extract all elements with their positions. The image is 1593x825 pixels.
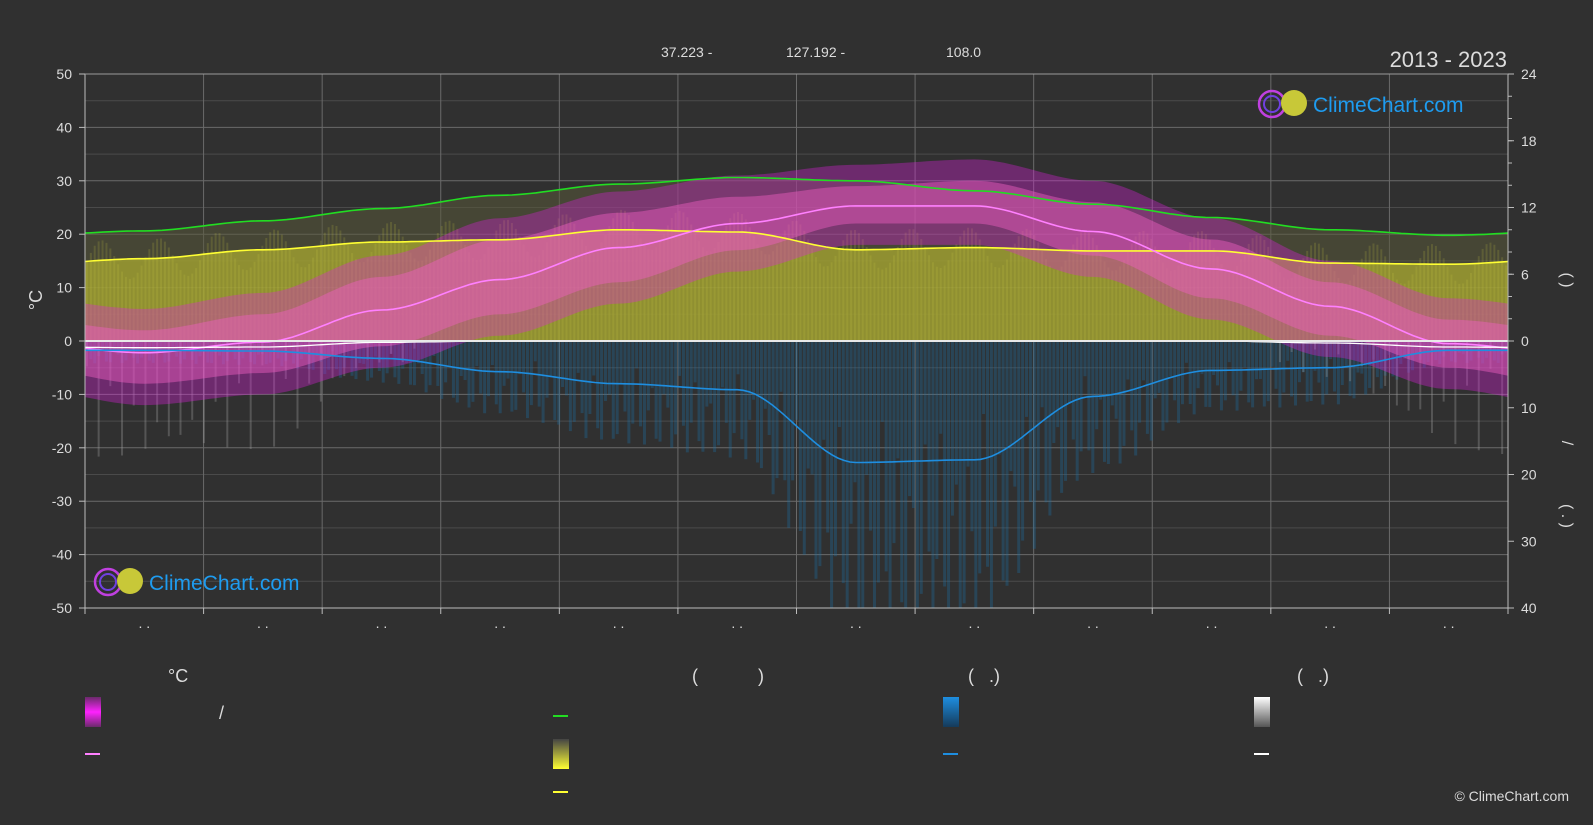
logo-sun-icon [117, 568, 143, 594]
month-tick-label: . . [731, 615, 743, 631]
right-hours-tick-label: 6 [1521, 266, 1529, 282]
left-tick-label: -10 [52, 386, 72, 402]
right-axis-label-top: ( ) [1558, 272, 1575, 287]
month-tick-label: . . [1206, 615, 1218, 631]
month-tick-label: . . [969, 615, 981, 631]
legend-col4-title: ( .) [1297, 666, 1329, 686]
right-hours-tick-label: 18 [1521, 133, 1537, 149]
temp-range-outer [85, 159, 1508, 406]
month-tick-label: . . [257, 615, 269, 631]
legend-col1-title: °C [168, 666, 189, 686]
coord-longitude: 127.192 - [786, 44, 845, 60]
right-precip-tick-label: 10 [1521, 400, 1537, 416]
left-tick-label: 20 [56, 226, 72, 242]
year-range-title: 2013 - 2023 [1390, 47, 1507, 72]
legend-col3-title: ( .) [968, 666, 1000, 686]
left-tick-label: 30 [56, 173, 72, 189]
left-tick-label: -20 [52, 440, 72, 456]
left-tick-label: 0 [64, 333, 72, 349]
elevation-value: 108.0 [946, 44, 981, 60]
month-tick-label: . . [613, 615, 625, 631]
legend-temp-mean-line [85, 753, 100, 755]
right-axis-label-bottom: ( . ) [1558, 504, 1575, 528]
legend-rain-line [943, 753, 958, 755]
legend-rain-swatch [943, 697, 959, 727]
temperature-range-band [85, 159, 1508, 406]
tick-labels: 50 40 30 20 10 0 -10 -20 -30 -40 -50 24 18 12 6 0 10 20 30… [52, 66, 1537, 631]
left-axis-unit: °C [26, 290, 46, 310]
logo-ring-inner-icon [1263, 95, 1281, 113]
copyright: © ClimeChart.com [1454, 788, 1569, 804]
sunshine-fill [85, 229, 1508, 341]
legend-daylight-line [553, 715, 568, 717]
logo-sun-icon [1281, 90, 1307, 116]
precip-line [85, 349, 1508, 464]
temp-mean-line [85, 205, 1508, 354]
legend-sunshine-swatch [553, 739, 569, 769]
right-precip-tick-label: 40 [1521, 600, 1537, 616]
legend-col2-title: ( ) [692, 666, 764, 686]
sunshine-line [85, 229, 1508, 265]
logo-bottom[interactable]: ClimeChart.com [93, 567, 300, 597]
left-tick-label: -30 [52, 493, 72, 509]
logo-top[interactable]: ClimeChart.com [1257, 89, 1464, 119]
right-hours-tick-label: 12 [1521, 200, 1537, 216]
month-tick-label: . . [494, 615, 506, 631]
left-tick-label: 40 [56, 119, 72, 135]
month-tick-label: . . [138, 615, 150, 631]
legend-temp-range-swatch [85, 697, 101, 727]
right-hours-tick-label: 0 [1521, 333, 1529, 349]
logo-text: ClimeChart.com [149, 572, 300, 595]
right-precip-tick-label: 20 [1521, 467, 1537, 483]
precipitation-bars [85, 341, 1508, 608]
month-tick-label: . . [850, 615, 862, 631]
month-tick-label: . . [1443, 615, 1455, 631]
month-tick-label: . . [1087, 615, 1099, 631]
left-tick-label: 50 [56, 66, 72, 82]
right-hours-tick-label: 24 [1521, 66, 1537, 82]
sunshine-area [85, 177, 1508, 341]
month-tick-label: . . [1324, 615, 1336, 631]
legend-sunshine-line [553, 791, 568, 793]
logo-text: ClimeChart.com [1313, 94, 1464, 117]
right-axis-label-mid: / [1558, 441, 1575, 446]
temp-range-inner [85, 180, 1508, 384]
left-tick-label: -50 [52, 600, 72, 616]
right-precip-tick-label: 30 [1521, 533, 1537, 549]
legend-snow-line [1254, 753, 1269, 755]
month-tick-label: . . [376, 615, 388, 631]
legend-temp-range-sep: / [219, 703, 225, 723]
coord-latitude: 37.223 - [661, 44, 713, 60]
logo-ring-inner-icon [99, 573, 117, 591]
legend-snow-swatch [1254, 697, 1270, 727]
left-tick-label: -40 [52, 547, 72, 563]
daylight-line [85, 176, 1508, 237]
left-tick-label: 10 [56, 280, 72, 296]
